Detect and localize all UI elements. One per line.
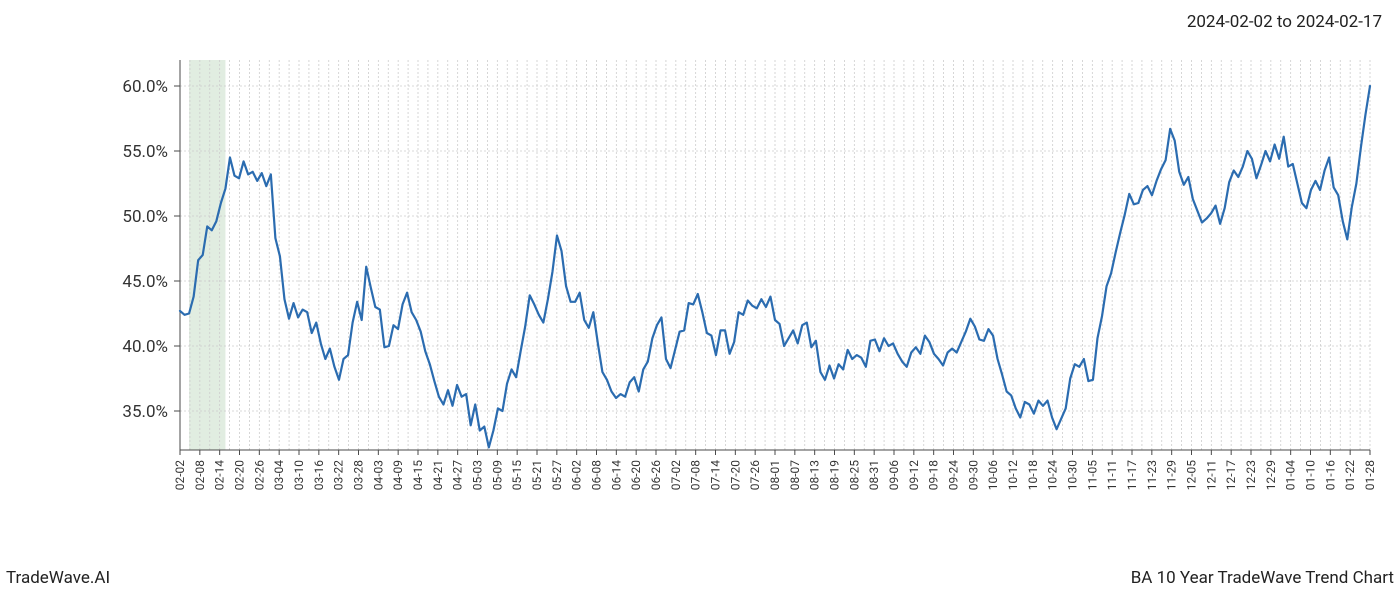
svg-text:01-22: 01-22 [1343, 460, 1357, 491]
svg-text:12-29: 12-29 [1264, 460, 1278, 490]
svg-text:03-28: 03-28 [352, 460, 366, 491]
svg-text:05-15: 05-15 [510, 460, 524, 491]
svg-text:04-15: 04-15 [411, 460, 425, 491]
svg-text:03-16: 03-16 [312, 460, 326, 491]
svg-text:03-10: 03-10 [292, 460, 306, 491]
svg-text:09-12: 09-12 [907, 460, 921, 491]
svg-text:09-18: 09-18 [927, 460, 941, 491]
svg-text:03-22: 03-22 [332, 460, 346, 491]
svg-text:12-11: 12-11 [1204, 460, 1218, 490]
svg-text:09-24: 09-24 [947, 460, 961, 491]
svg-text:07-08: 07-08 [689, 460, 703, 491]
svg-text:08-07: 08-07 [788, 460, 802, 491]
svg-text:06-02: 06-02 [570, 460, 584, 491]
trend-chart: 35.0% 40.0% 45.0% 50.0% 55.0% 60.0% 02-02 02-08… [60, 50, 1380, 530]
svg-text:55.0%: 55.0% [122, 142, 168, 162]
svg-text:06-26: 06-26 [649, 460, 663, 491]
svg-text:11-11: 11-11 [1105, 460, 1119, 490]
svg-text:09-06: 09-06 [887, 460, 901, 491]
svg-text:06-20: 06-20 [629, 460, 643, 491]
svg-text:02-26: 02-26 [252, 460, 266, 491]
svg-text:60.0%: 60.0% [122, 77, 168, 97]
svg-text:09-30: 09-30 [966, 460, 980, 491]
svg-text:07-02: 07-02 [669, 460, 683, 491]
svg-text:12-23: 12-23 [1244, 460, 1258, 490]
svg-text:12-17: 12-17 [1224, 460, 1238, 491]
svg-text:05-09: 05-09 [490, 460, 504, 490]
svg-text:11-05: 11-05 [1085, 460, 1099, 491]
svg-text:07-20: 07-20 [728, 460, 742, 491]
svg-text:12-05: 12-05 [1185, 460, 1199, 491]
svg-text:10-06: 10-06 [986, 460, 1000, 491]
svg-text:04-21: 04-21 [431, 460, 445, 490]
brand-label: TradeWave.AI [6, 568, 110, 588]
svg-text:04-03: 04-03 [371, 460, 385, 490]
svg-text:07-14: 07-14 [709, 460, 723, 491]
svg-text:50.0%: 50.0% [122, 207, 168, 227]
svg-text:06-14: 06-14 [609, 460, 623, 491]
svg-text:08-19: 08-19 [828, 460, 842, 490]
svg-text:10-24: 10-24 [1046, 460, 1060, 491]
svg-text:08-31: 08-31 [867, 460, 881, 490]
svg-text:35.0%: 35.0% [122, 402, 168, 422]
chart-container: 35.0% 40.0% 45.0% 50.0% 55.0% 60.0% 02-02 02-08… [60, 50, 1380, 530]
svg-text:45.0%: 45.0% [122, 272, 168, 292]
svg-text:40.0%: 40.0% [122, 337, 168, 357]
svg-text:05-27: 05-27 [550, 460, 564, 491]
svg-text:05-03: 05-03 [471, 460, 485, 490]
svg-text:11-23: 11-23 [1145, 460, 1159, 490]
svg-text:08-13: 08-13 [808, 460, 822, 490]
chart-title: BA 10 Year TradeWave Trend Chart [1131, 568, 1394, 588]
svg-text:02-02: 02-02 [173, 460, 187, 491]
svg-text:10-12: 10-12 [1006, 460, 1020, 491]
svg-text:07-26: 07-26 [748, 460, 762, 491]
svg-text:03-04: 03-04 [272, 460, 286, 491]
svg-text:01-16: 01-16 [1323, 460, 1337, 491]
svg-text:02-14: 02-14 [213, 460, 227, 491]
date-range-label: 2024-02-02 to 2024-02-17 [1187, 12, 1382, 32]
svg-text:05-21: 05-21 [530, 460, 544, 490]
svg-text:11-29: 11-29 [1165, 460, 1179, 490]
svg-text:04-09: 04-09 [391, 460, 405, 490]
svg-text:01-28: 01-28 [1363, 460, 1377, 491]
svg-text:08-25: 08-25 [847, 460, 861, 491]
svg-text:01-04: 01-04 [1284, 460, 1298, 491]
svg-text:08-01: 08-01 [768, 460, 782, 490]
svg-text:10-18: 10-18 [1026, 460, 1040, 491]
svg-text:02-20: 02-20 [233, 460, 247, 491]
svg-text:06-08: 06-08 [590, 460, 604, 491]
svg-text:11-17: 11-17 [1125, 460, 1139, 491]
svg-text:02-08: 02-08 [193, 460, 207, 491]
svg-text:04-27: 04-27 [451, 460, 465, 491]
svg-text:10-30: 10-30 [1066, 460, 1080, 491]
highlight-band [189, 60, 225, 450]
svg-text:01-10: 01-10 [1304, 460, 1318, 491]
